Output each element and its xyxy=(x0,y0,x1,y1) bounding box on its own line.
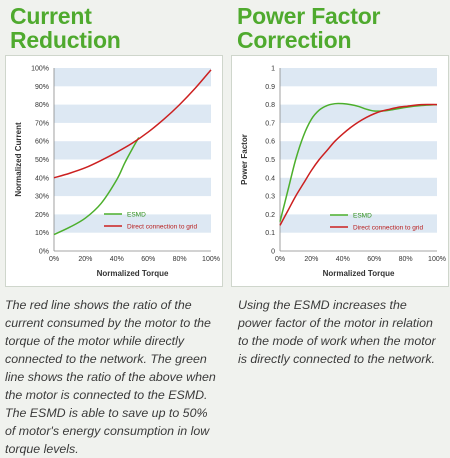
direct-connection-series-line xyxy=(53,69,212,179)
x-tick-label: 0% xyxy=(275,256,285,263)
y-tick-label: 10% xyxy=(35,230,49,237)
heading-line-1: Current xyxy=(10,3,92,29)
y-tick-label: 0.3 xyxy=(265,194,275,201)
grid-band xyxy=(280,214,437,233)
y-tick-label: 0.2 xyxy=(265,212,275,219)
y-tick-label: 0% xyxy=(39,249,49,256)
y-tick-label: 70% xyxy=(35,120,49,127)
heading-line-2: Correction xyxy=(237,27,352,53)
power-factor-chart-svg: 0 0.1 0.2 0.3 0.4 0.5 0.6 0.7 0.8 0.9 1 0% 20% 40% 60%… xyxy=(240,66,446,279)
power-factor-chart: 0 0.1 0.2 0.3 0.4 0.5 0.6 0.7 0.8 0.9 1 0% 20% 40% 60%… xyxy=(231,55,449,287)
y-tick-label: 0.1 xyxy=(265,230,275,237)
grid-band xyxy=(54,68,211,87)
y-tick-label: 0.7 xyxy=(265,120,275,127)
grid-band xyxy=(280,177,437,197)
x-tick-label: 20% xyxy=(78,256,92,263)
y-tick-label: 0.6 xyxy=(265,139,275,146)
current-reduction-panel: Current Reduction 0% 10% 20% 30% 40% 50% 60% 70… xyxy=(0,0,225,456)
grid-band xyxy=(54,104,211,123)
grid-band xyxy=(280,141,437,160)
legend-esmd-label: ESMD xyxy=(353,212,372,219)
y-tick-label: 60% xyxy=(35,139,49,146)
y-tick-label: 0.9 xyxy=(265,84,275,91)
x-tick-label: 40% xyxy=(336,256,350,263)
x-tick-label: 60% xyxy=(141,256,155,263)
grid-band xyxy=(280,68,437,87)
grid-band xyxy=(54,177,211,197)
x-tick-label: 20% xyxy=(304,256,318,263)
y-tick-label: 20% xyxy=(35,212,49,219)
y-axis-title: Power Factor xyxy=(240,134,249,185)
y-tick-label: 0.4 xyxy=(265,175,275,182)
y-tick-label: 40% xyxy=(35,175,49,182)
y-tick-label: 30% xyxy=(35,194,49,201)
current-reduction-heading: Current Reduction xyxy=(10,4,121,52)
y-tick-label: 0.5 xyxy=(265,157,275,164)
x-tick-label: 100% xyxy=(428,256,446,263)
esmd-series-line xyxy=(53,137,140,236)
grid-band xyxy=(280,104,437,123)
y-tick-label: 0 xyxy=(271,249,275,256)
x-axis-title: Normalized Torque xyxy=(97,269,169,278)
y-tick-label: 100% xyxy=(31,66,49,73)
current-chart-svg: 0% 10% 20% 30% 40% 50% 60% 70% 80% 90% 100% 0% 20% 40… xyxy=(14,66,220,279)
y-tick-label: 0.8 xyxy=(265,102,275,109)
legend-direct-label: Direct connection to grid xyxy=(127,223,197,230)
x-tick-label: 80% xyxy=(173,256,187,263)
grid-band xyxy=(54,141,211,160)
y-tick-label: 50% xyxy=(35,157,49,164)
legend-direct-label: Direct connection to grid xyxy=(353,224,423,231)
power-factor-heading: Power Factor Correction xyxy=(237,3,381,53)
esmd-series-line xyxy=(279,102,438,222)
x-tick-label: 80% xyxy=(399,256,413,263)
y-axis-title: Normalized Current xyxy=(14,122,23,197)
grid-band xyxy=(54,214,211,233)
y-tick-label: 80% xyxy=(35,102,49,109)
heading-line-2: Reduction xyxy=(10,27,121,53)
direct-connection-series-line xyxy=(279,103,438,226)
current-reduction-caption: The red line shows the ratio of the curr… xyxy=(5,298,216,456)
heading-line-1: Power Factor xyxy=(237,3,381,29)
current-reduction-chart: 0% 10% 20% 30% 40% 50% 60% 70% 80% 90% 100% 0% 20% 40… xyxy=(5,55,223,287)
x-axis-title: Normalized Torque xyxy=(323,269,395,278)
power-factor-caption: Using the ESMD increases the power facto… xyxy=(238,298,436,366)
x-tick-label: 40% xyxy=(110,256,124,263)
x-tick-label: 100% xyxy=(202,256,220,263)
x-tick-label: 0% xyxy=(49,256,59,263)
x-tick-label: 60% xyxy=(367,256,381,263)
power-factor-panel: Power Factor Correction 0 0.1 0.2 0.3 0.4 0.5… xyxy=(225,0,450,445)
legend-esmd-label: ESMD xyxy=(127,211,146,218)
y-tick-label: 1 xyxy=(271,66,275,73)
y-tick-label: 90% xyxy=(35,84,49,91)
